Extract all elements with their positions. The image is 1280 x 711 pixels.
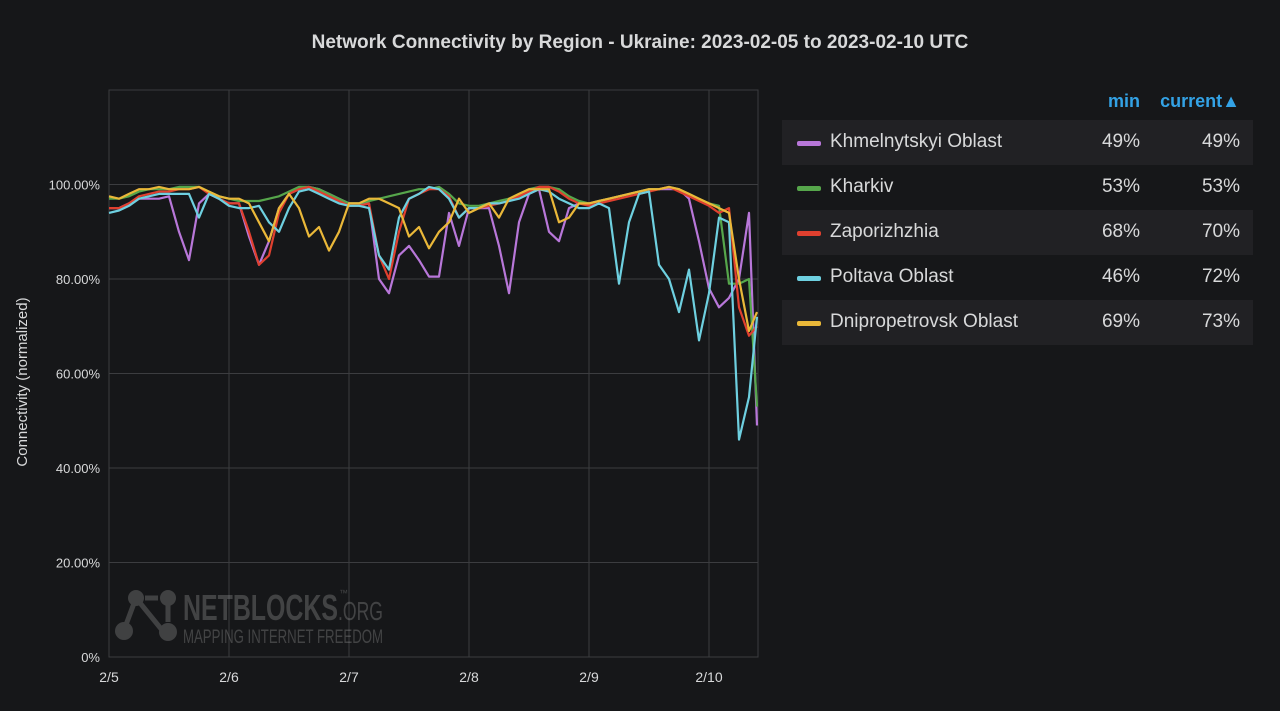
y-tick-label: 100.00% — [49, 178, 101, 193]
series-color-swatch — [797, 231, 821, 236]
legend-series-name: Kharkiv — [830, 176, 894, 197]
legend-item[interactable]: Dnipropetrovsk Oblast 69% 73% — [782, 300, 1253, 345]
legend-min-value: 49% — [1101, 131, 1140, 152]
watermark-tagline: MAPPING INTERNET FREEDOM — [183, 627, 383, 648]
legend-item[interactable]: Kharkiv 53% 53% — [782, 165, 1253, 210]
watermark-brand: NETBLOCKS — [183, 587, 338, 628]
series-color-swatch — [797, 186, 821, 191]
legend-series-name: Zaporizhzhia — [830, 221, 939, 242]
legend-min-value: 46% — [1101, 266, 1140, 287]
netblocks-logo-icon — [115, 590, 177, 641]
legend-header-current-sorted[interactable]: current▲ — [1160, 91, 1240, 111]
series-color-swatch — [797, 276, 821, 281]
x-tick-label: 2/8 — [459, 669, 479, 685]
legend-current-value: 70% — [1201, 221, 1240, 242]
y-tick-label: 20.00% — [56, 556, 101, 571]
series-color-swatch — [797, 141, 821, 146]
legend-series-name: Khmelnytskyi Oblast — [830, 131, 1003, 152]
legend-current-value: 53% — [1201, 176, 1240, 197]
grid — [108, 89, 759, 658]
netblocks-watermark: NETBLOCKS ™ .ORG MAPPING INTERNET FREEDO… — [115, 587, 383, 648]
legend-min-value: 53% — [1101, 176, 1140, 197]
legend-series-name: Dnipropetrovsk Oblast — [830, 311, 1018, 332]
series-line-khmelnytskyi-oblast — [109, 185, 759, 426]
watermark-tm: ™ — [339, 588, 348, 598]
legend: min current▲ Khmelnytskyi Oblast 49% 49%… — [782, 88, 1253, 345]
y-tick-label: 40.00% — [56, 461, 101, 476]
chart-title: Network Connectivity by Region - Ukraine… — [311, 32, 969, 53]
legend-item[interactable]: Zaporizhzhia 68% 70% — [782, 210, 1253, 255]
legend-item[interactable]: Khmelnytskyi Oblast 49% 49% — [782, 120, 1253, 165]
x-tick-label: 2/6 — [219, 669, 239, 685]
series-color-swatch — [797, 321, 821, 326]
y-tick-label: 60.00% — [56, 367, 101, 382]
y-tick-label: 0% — [81, 650, 100, 665]
axes: 0% 20.00% 40.00% 60.00% 80.00% 100.00% 2/5 2/6 2… — [49, 178, 723, 686]
series-lines — [108, 185, 759, 441]
y-tick-label: 80.00% — [56, 272, 101, 287]
legend-item[interactable]: Poltava Oblast 46% 72% — [782, 255, 1253, 300]
series-line-zaporizhzhia — [109, 185, 758, 337]
legend-current-value: 72% — [1201, 266, 1240, 287]
y-axis-label: Connectivity (normalized) — [14, 297, 31, 466]
x-tick-label: 2/10 — [695, 669, 722, 685]
x-tick-label: 2/5 — [99, 669, 119, 685]
series-line-poltava-oblast — [108, 185, 759, 441]
legend-header: min current▲ — [782, 88, 1253, 120]
series-line-dnipropetrovsk-oblast — [108, 185, 759, 333]
x-tick-label: 2/9 — [579, 669, 599, 685]
x-tick-label: 2/7 — [339, 669, 359, 685]
legend-current-value: 73% — [1201, 311, 1240, 332]
legend-current-value: 49% — [1201, 131, 1240, 152]
legend-min-value: 69% — [1101, 311, 1140, 332]
legend-series-name: Poltava Oblast — [830, 266, 954, 287]
legend-min-value: 68% — [1101, 221, 1140, 242]
legend-header-min[interactable]: min — [1107, 91, 1140, 111]
watermark-tld: .ORG — [338, 596, 383, 626]
